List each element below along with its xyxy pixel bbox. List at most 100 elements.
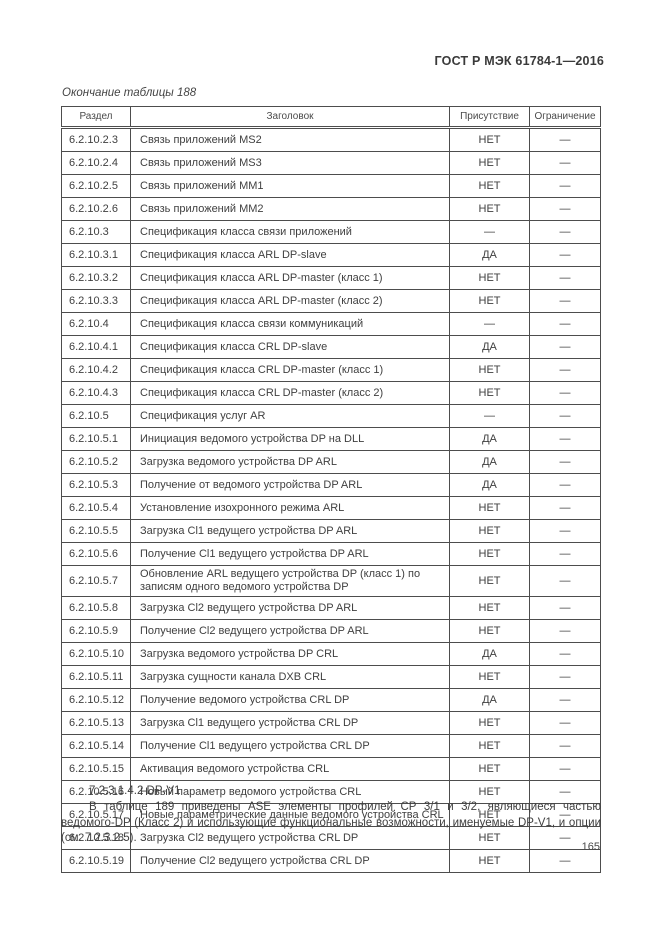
cell-presence: — xyxy=(449,312,530,336)
cell-presence: ДА xyxy=(449,243,530,267)
cell-limitation: — xyxy=(529,803,601,827)
cell-title: Спецификация класса связи коммуникаций xyxy=(130,312,450,336)
cell-presence: НЕТ xyxy=(449,596,530,620)
cell-title: Связь приложений MS3 xyxy=(130,151,450,175)
table-row: 6.2.10.5.12 Получение ведомого устройств… xyxy=(61,688,601,712)
cell-presence: НЕТ xyxy=(449,803,530,827)
cell-title: Получение Cl1 ведущего устройства DP ARL xyxy=(130,542,450,566)
cell-limitation: — xyxy=(529,427,601,451)
table-row: 6.2.10.4 Спецификация класса связи комму… xyxy=(61,312,601,336)
table-row: 6.2.10.5.17 Новые параметрические данные… xyxy=(61,803,601,827)
cell-section: 6.2.10.5.1 xyxy=(61,427,131,451)
table-row: 6.2.10.5.10 Загрузка ведомого устройства… xyxy=(61,642,601,666)
cell-presence: НЕТ xyxy=(449,757,530,781)
table-row: 6.2.10.5.13 Загрузка Cl1 ведущего устрой… xyxy=(61,711,601,735)
column-header-title: Заголовок xyxy=(130,106,450,129)
cell-section: 6.2.10.2.4 xyxy=(61,151,131,175)
table-row: 6.2.10.5.4 Установление изохронного режи… xyxy=(61,496,601,520)
table-row: 6.2.10.5.14 Получение Cl1 ведущего устро… xyxy=(61,734,601,758)
cell-section: 6.2.10.5.13 xyxy=(61,711,131,735)
table-row: 6.2.10.3.3 Спецификация класса ARL DP-ma… xyxy=(61,289,601,313)
cell-presence: НЕТ xyxy=(449,542,530,566)
table-row: 6.2.10.5.6 Получение Cl1 ведущего устрой… xyxy=(61,542,601,566)
cell-section: 6.2.10.5.16 xyxy=(61,780,131,804)
table-row: 6.2.10.3.1 Спецификация класса ARL DP-sl… xyxy=(61,243,601,267)
cell-limitation: — xyxy=(529,596,601,620)
table-row: 6.2.10.4.1 Спецификация класса CRL DP-sl… xyxy=(61,335,601,359)
cell-presence: ДА xyxy=(449,335,530,359)
cell-title: Новый параметр ведомого устройства CRL xyxy=(130,780,450,804)
cell-title: Связь приложений MS2 xyxy=(130,127,450,152)
cell-presence: НЕТ xyxy=(449,734,530,758)
table-row: 6.2.10.5.7 Обновление ARL ведущего устро… xyxy=(61,565,601,597)
table-row: 6.2.10.3.2 Спецификация класса ARL DP-ma… xyxy=(61,266,601,290)
cell-section: 6.2.10.5 xyxy=(61,404,131,428)
cell-section: 6.2.10.4 xyxy=(61,312,131,336)
cell-title: Загрузка ведомого устройства DP CRL xyxy=(130,642,450,666)
table-row: 6.2.10.2.4 Связь приложений MS3 НЕТ — xyxy=(61,151,601,175)
cell-limitation: — xyxy=(529,619,601,643)
cell-limitation: — xyxy=(529,151,601,175)
cell-limitation: — xyxy=(529,711,601,735)
cell-presence: НЕТ xyxy=(449,519,530,543)
cell-section: 6.2.10.3.1 xyxy=(61,243,131,267)
cell-section: 6.2.10.3.2 xyxy=(61,266,131,290)
table-row: 6.2.10.5.11 Загрузка сущности канала DXB… xyxy=(61,665,601,689)
cell-limitation: — xyxy=(529,358,601,382)
cell-limitation: — xyxy=(529,665,601,689)
cell-title: Спецификация класса CRL DP-slave xyxy=(130,335,450,359)
body-paragraph: В таблице 189 приведены ASE элементы про… xyxy=(61,801,601,844)
cell-limitation: — xyxy=(529,473,601,497)
section-heading: 7.2.3.1.4.2 DP-V1 xyxy=(89,785,181,797)
cell-section: 6.2.10.5.6 xyxy=(61,542,131,566)
cell-presence: НЕТ xyxy=(449,289,530,313)
cell-section: 6.2.10.4.1 xyxy=(61,335,131,359)
table-row: 6.2.10.2.5 Связь приложений MM1 НЕТ — xyxy=(61,174,601,198)
cell-section: 6.2.10.5.7 xyxy=(61,565,131,597)
cell-title: Спецификация класса ARL DP-master (класс… xyxy=(130,266,450,290)
cell-section: 6.2.10.5.19 xyxy=(61,849,131,873)
table-row: 6.2.10.5.19 Получение Cl2 ведущего устро… xyxy=(61,849,601,873)
cell-limitation: — xyxy=(529,542,601,566)
cell-section: 6.2.10.5.17 xyxy=(61,803,131,827)
cell-section: 6.2.10.5.12 xyxy=(61,688,131,712)
cell-title: Загрузка Cl1 ведущего устройства CRL DP xyxy=(130,711,450,735)
cell-title: Получение Cl1 ведущего устройства CRL DP xyxy=(130,734,450,758)
cell-title: Спецификация услуг AR xyxy=(130,404,450,428)
cell-title: Установление изохронного режима ARL xyxy=(130,496,450,520)
cell-presence: НЕТ xyxy=(449,381,530,405)
cell-title: Активация ведомого устройства CRL xyxy=(130,757,450,781)
cell-section: 6.2.10.5.10 xyxy=(61,642,131,666)
cell-section: 6.2.10.5.5 xyxy=(61,519,131,543)
table-row: 6.2.10.5.5 Загрузка Cl1 ведущего устройс… xyxy=(61,519,601,543)
document-title: ГОСТ Р МЭК 61784-1—2016 xyxy=(434,54,604,68)
cell-limitation: — xyxy=(529,289,601,313)
cell-section: 6.2.10.5.11 xyxy=(61,665,131,689)
cell-section: 6.2.10.4.2 xyxy=(61,358,131,382)
cell-limitation: — xyxy=(529,381,601,405)
column-header-section: Раздел xyxy=(61,106,131,129)
cell-section: 6.2.10.5.9 xyxy=(61,619,131,643)
cell-limitation: — xyxy=(529,688,601,712)
cell-title: Спецификация класса ARL DP-slave xyxy=(130,243,450,267)
cell-section: 6.2.10.5.14 xyxy=(61,734,131,758)
cell-limitation: — xyxy=(529,197,601,221)
cell-limitation: — xyxy=(529,312,601,336)
cell-limitation: — xyxy=(529,849,601,873)
table-row: 6.2.10.5.2 Загрузка ведомого устройства … xyxy=(61,450,601,474)
cell-presence: НЕТ xyxy=(449,849,530,873)
column-header-presence: Присутствие xyxy=(449,106,530,129)
cell-presence: — xyxy=(449,404,530,428)
cell-title: Загрузка сущности канала DXB CRL xyxy=(130,665,450,689)
cell-presence: ДА xyxy=(449,473,530,497)
cell-title: Инициация ведомого устройства DP на DLL xyxy=(130,427,450,451)
cell-presence: ДА xyxy=(449,688,530,712)
cell-limitation: — xyxy=(529,404,601,428)
cell-section: 6.2.10.5.3 xyxy=(61,473,131,497)
cell-title: Спецификация класса ARL DP-master (класс… xyxy=(130,289,450,313)
cell-title: Связь приложений MM2 xyxy=(130,197,450,221)
cell-section: 6.2.10.5.15 xyxy=(61,757,131,781)
cell-presence: ДА xyxy=(449,642,530,666)
cell-limitation: — xyxy=(529,266,601,290)
